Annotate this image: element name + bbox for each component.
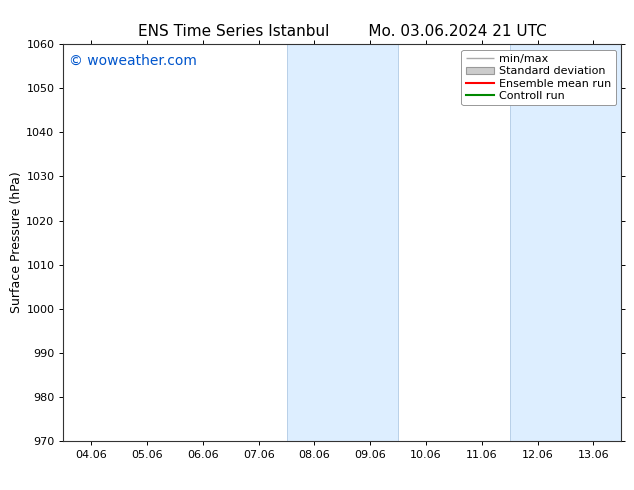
Bar <box>287 44 398 441</box>
Bar <box>510 44 621 441</box>
Title: ENS Time Series Istanbul        Mo. 03.06.2024 21 UTC: ENS Time Series Istanbul Mo. 03.06.2024 … <box>138 24 547 39</box>
Text: © woweather.com: © woweather.com <box>69 54 197 68</box>
Y-axis label: Surface Pressure (hPa): Surface Pressure (hPa) <box>11 172 23 314</box>
Legend: min/max, Standard deviation, Ensemble mean run, Controll run: min/max, Standard deviation, Ensemble me… <box>462 49 616 105</box>
